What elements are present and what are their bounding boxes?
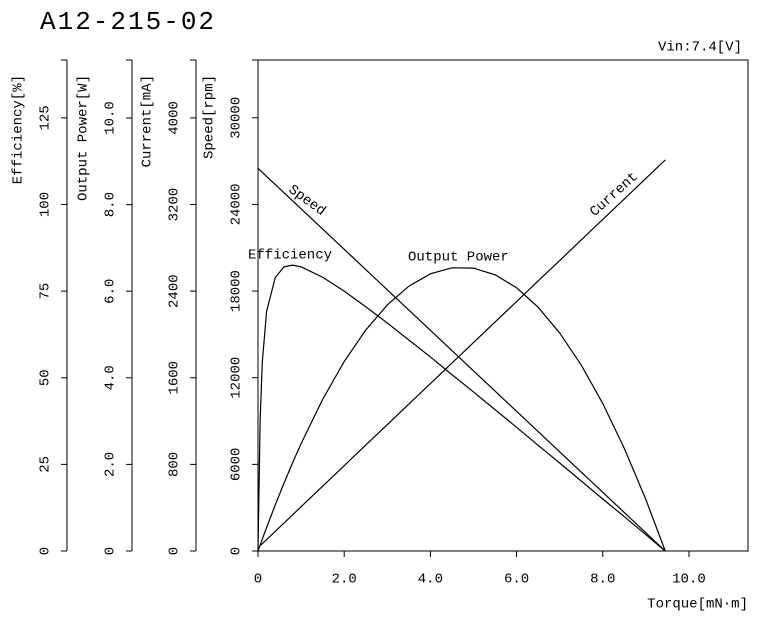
y-tick-label: 800 <box>167 452 183 477</box>
y-tick-label: 2.0 <box>103 452 119 477</box>
y-tick-label: 100 <box>38 192 54 217</box>
y-tick-label: 125 <box>38 105 54 130</box>
y-tick-label: 12000 <box>229 357 245 399</box>
annotation: Vin:7.4[V] <box>658 40 742 56</box>
y-axis-label: Output Power[W] <box>76 75 92 201</box>
series-line <box>257 267 666 552</box>
y-tick-label: 8.0 <box>103 192 119 217</box>
y-tick-label: 4.0 <box>103 365 119 390</box>
x-tick-label: 10.0 <box>672 572 706 588</box>
y-axis-label: Current[mA] <box>140 75 156 167</box>
y-axis-label: Speed[rpm] <box>202 75 218 159</box>
x-tick-label: 8.0 <box>590 572 615 588</box>
y-tick-label: 0 <box>167 547 183 555</box>
x-tick-label: 0 <box>254 572 262 588</box>
series-label: Output Power <box>408 250 509 266</box>
x-tick-label: 4.0 <box>418 572 443 588</box>
series-line <box>257 264 666 552</box>
y-tick-label: 2400 <box>167 274 183 308</box>
y-tick-label: 0 <box>38 547 54 555</box>
y-tick-label: 1600 <box>167 361 183 395</box>
y-tick-label: 10.0 <box>103 101 119 135</box>
y-tick-label: 50 <box>38 369 54 386</box>
series-label: Current <box>587 169 641 220</box>
series-line <box>257 159 666 549</box>
y-tick-label: 0 <box>229 547 245 555</box>
y-tick-label: 30000 <box>229 97 245 139</box>
y-tick-label: 3200 <box>167 188 183 222</box>
x-tick-label: 2.0 <box>332 572 357 588</box>
x-axis-label: Torque[mN·m] <box>647 597 748 613</box>
y-tick-label: 0 <box>103 547 119 555</box>
y-tick-label: 24000 <box>229 183 245 225</box>
x-tick-label: 6.0 <box>504 572 529 588</box>
y-tick-label: 25 <box>38 456 54 473</box>
series-line <box>257 167 666 552</box>
plot-frame <box>257 59 749 552</box>
y-tick-label: 75 <box>38 283 54 300</box>
chart-title: A12-215-02 <box>40 7 216 37</box>
y-axis-label: Efficiency[%] <box>11 75 27 184</box>
y-tick-label: 6000 <box>229 448 245 482</box>
y-tick-label: 18000 <box>229 270 245 312</box>
y-tick-label: 4000 <box>167 101 183 135</box>
y-tick-label: 6.0 <box>103 279 119 304</box>
series-label: Efficiency <box>248 248 332 264</box>
